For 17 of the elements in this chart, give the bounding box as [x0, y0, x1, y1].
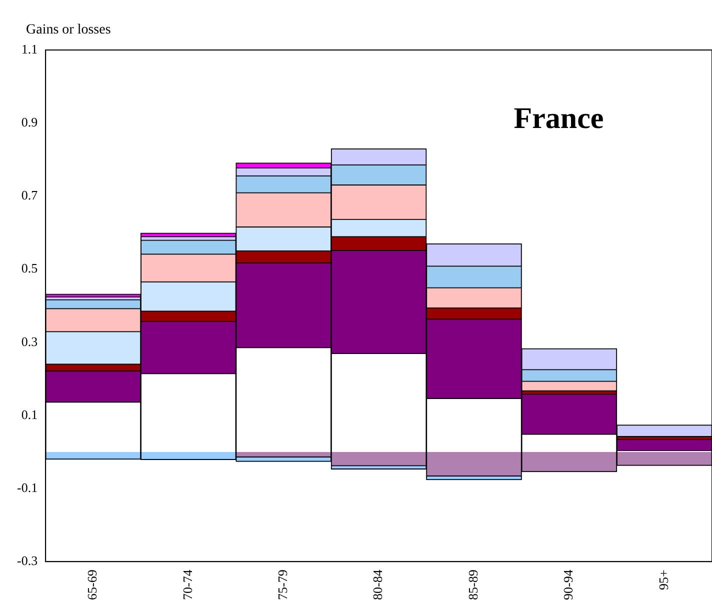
y-tick-label: 1.1	[21, 41, 38, 56]
x-tick-label: 70-74	[180, 569, 195, 600]
x-tick-label: 65-69	[84, 570, 100, 600]
x-tick-label: 85-89	[465, 570, 480, 600]
y-tick-label: 0.1	[21, 406, 38, 422]
y-tick-label: -0.1	[16, 480, 38, 495]
x-tick-label: 90-94	[560, 569, 576, 600]
y-tick-label: 0.5	[21, 260, 38, 276]
y-tick-label: 0.3	[21, 334, 38, 349]
text: France	[514, 102, 604, 135]
x-tick-label: 80-84	[370, 569, 386, 600]
x-tick-label: 95+	[656, 570, 671, 590]
y-tick-label: -0.3	[16, 553, 38, 568]
x-tick-label: 75-79	[275, 570, 290, 600]
y-axis-title: Gains or losses	[26, 22, 111, 38]
y-tick-label: 0.9	[21, 114, 38, 130]
y-tick-label: 0.7	[21, 188, 38, 203]
